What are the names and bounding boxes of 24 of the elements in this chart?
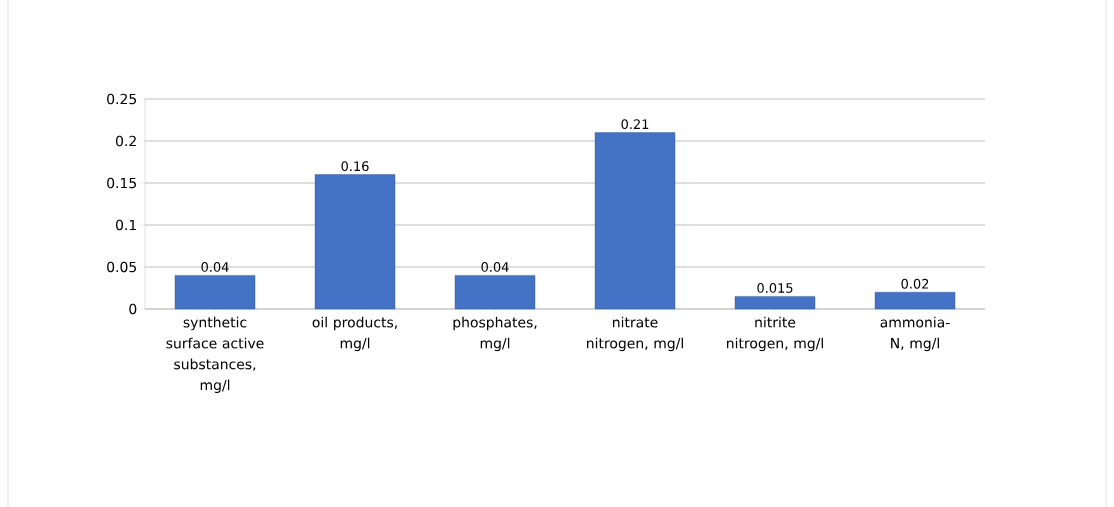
data-label: 0.02 [901,278,929,289]
bar [454,275,536,310]
data-label: 0.04 [201,262,229,272]
x-tick-label: ammonia-N, mg/l [880,316,950,352]
y-tick-label: 0.05 [107,261,137,273]
bar [734,296,816,310]
x-tick-label: phosphates, mg/l [453,316,537,352]
x-tick-label: nitrite nitrogen, mg/l [727,316,823,352]
bar [874,291,956,310]
data-label: 0.015 [757,283,793,293]
data-label: 0.04 [481,262,509,272]
y-tick-label: 0.15 [107,177,137,189]
bar [314,174,396,310]
bar [174,275,256,310]
x-tick-label: nitrate nitrogen, mg/l [587,316,683,352]
bar [594,132,676,310]
y-tick-label: 0.1 [115,219,136,231]
y-tick-label: 0.2 [115,135,136,147]
y-tick-label: 0.25 [107,93,137,105]
x-tick-label: synthetic surface active substances, mg/l [166,316,264,394]
data-label: 0.21 [621,119,649,130]
data-label: 0.16 [341,161,369,172]
x-tick-label: oil products, mg/l [312,316,397,352]
y-tick-label: 0 [129,303,137,315]
